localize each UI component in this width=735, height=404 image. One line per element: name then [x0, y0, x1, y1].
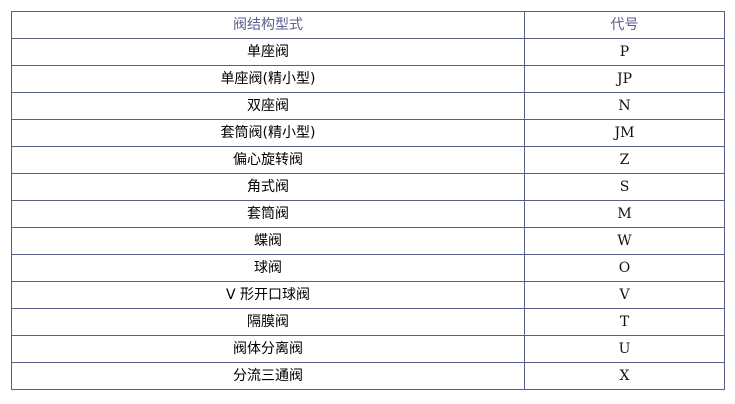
- column-header-valve-type: 阀结构型式: [11, 11, 525, 39]
- cell-code: M: [524, 200, 725, 228]
- cell-valve-type: 角式阀: [11, 173, 525, 201]
- table-row: 套筒阀 M: [11, 200, 725, 228]
- table-row: 球阀 O: [11, 254, 725, 282]
- table-row: 蝶阀 W: [11, 227, 725, 255]
- valve-type-code-table: 阀结构型式 代号 单座阀 P 单座阀(精小型) JP 双座阀 N 套筒阀(精小型) JM 偏心旋…: [11, 11, 725, 390]
- cell-valve-type: 阀体分离阀: [11, 335, 525, 363]
- cell-valve-type: 分流三通阀: [11, 362, 525, 390]
- table-row: 单座阀(精小型) JP: [11, 65, 725, 93]
- cell-code: JM: [524, 119, 725, 147]
- column-header-code: 代号: [524, 11, 725, 39]
- table-row: 角式阀 S: [11, 173, 725, 201]
- cell-code: JP: [524, 65, 725, 93]
- cell-valve-type: 套筒阀(精小型): [11, 119, 525, 147]
- table-row: 分流三通阀 X: [11, 362, 725, 390]
- cell-code: V: [524, 281, 725, 309]
- table-row: 阀体分离阀 U: [11, 335, 725, 363]
- cell-valve-type: 蝶阀: [11, 227, 525, 255]
- table-row: 单座阀 P: [11, 38, 725, 66]
- table-row: 双座阀 N: [11, 92, 725, 120]
- table-header: 阀结构型式 代号: [11, 11, 725, 39]
- cell-code: P: [524, 38, 725, 66]
- cell-code: O: [524, 254, 725, 282]
- cell-code: X: [524, 362, 725, 390]
- cell-code: S: [524, 173, 725, 201]
- cell-valve-type: 球阀: [11, 254, 525, 282]
- table-header-row: 阀结构型式 代号: [11, 11, 725, 39]
- cell-code: W: [524, 227, 725, 255]
- cell-valve-type: 单座阀(精小型): [11, 65, 525, 93]
- cell-valve-type: V 形开口球阀: [11, 281, 525, 309]
- table-row: 套筒阀(精小型) JM: [11, 119, 725, 147]
- cell-code: U: [524, 335, 725, 363]
- cell-valve-type: 偏心旋转阀: [11, 146, 525, 174]
- table-body: 单座阀 P 单座阀(精小型) JP 双座阀 N 套筒阀(精小型) JM 偏心旋转阀 Z 角式阀 S 套筒…: [11, 38, 725, 390]
- cell-code: N: [524, 92, 725, 120]
- cell-code: Z: [524, 146, 725, 174]
- table-row: V 形开口球阀 V: [11, 281, 725, 309]
- cell-valve-type: 隔膜阀: [11, 308, 525, 336]
- table-row: 偏心旋转阀 Z: [11, 146, 725, 174]
- cell-valve-type: 双座阀: [11, 92, 525, 120]
- cell-valve-type: 套筒阀: [11, 200, 525, 228]
- table-row: 隔膜阀 T: [11, 308, 725, 336]
- cell-code: T: [524, 308, 725, 336]
- cell-valve-type: 单座阀: [11, 38, 525, 66]
